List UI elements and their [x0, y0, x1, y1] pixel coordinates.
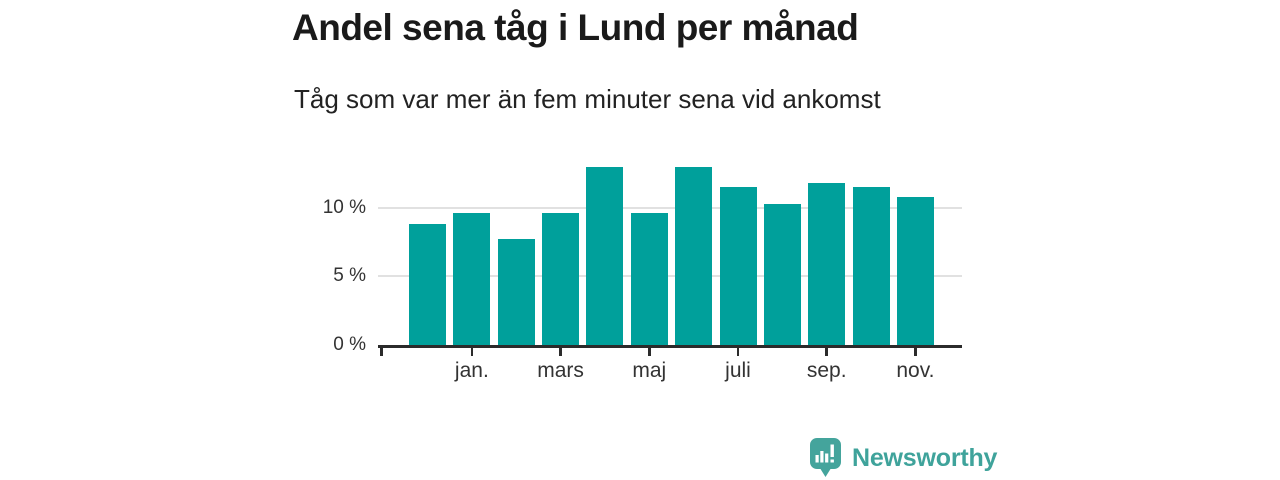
x-axis-label: jan.: [454, 359, 489, 382]
bar: [586, 166, 624, 345]
x-axis-tick: [914, 348, 917, 356]
gridline-10pct: [378, 206, 962, 209]
bar: [852, 187, 890, 345]
x-axis-tick: [736, 348, 740, 356]
x-axis-tick: [470, 348, 474, 356]
newsworthy-logo-icon: [810, 438, 841, 477]
y-axis-label: 5 %: [333, 265, 366, 287]
bar: [409, 224, 446, 345]
x-axis-label: nov.: [896, 359, 935, 382]
x-axis-label: sep.: [806, 359, 847, 382]
x-axis-tick: [559, 348, 562, 356]
chart-title: Andel sena tåg i Lund per månad: [292, 7, 859, 48]
x-axis-start-tick: [380, 348, 383, 356]
bar: [630, 213, 668, 345]
newsworthy-branding: Newsworthy: [810, 438, 997, 478]
brand-name: Newsworthy: [852, 443, 998, 472]
y-axis-label: 10 %: [322, 196, 366, 218]
y-axis-label: 0 %: [333, 334, 366, 355]
gridline-5pct: [378, 275, 962, 278]
x-axis-tick: [648, 348, 651, 356]
chart-subtitle: Tåg som var mer än fem minuter sena vid …: [294, 84, 881, 114]
bar: [542, 213, 580, 345]
x-axis-label: maj: [632, 359, 667, 382]
bar: [719, 187, 757, 345]
bar: [763, 203, 801, 345]
bar: [453, 213, 491, 345]
bar: [808, 183, 846, 345]
x-axis-tick: [825, 348, 828, 356]
bar: [675, 166, 713, 345]
x-axis-label: mars: [537, 359, 584, 382]
x-axis-line: [378, 345, 962, 348]
bar: [497, 239, 535, 345]
bar: [896, 197, 934, 345]
x-axis-label: juli: [725, 359, 751, 382]
